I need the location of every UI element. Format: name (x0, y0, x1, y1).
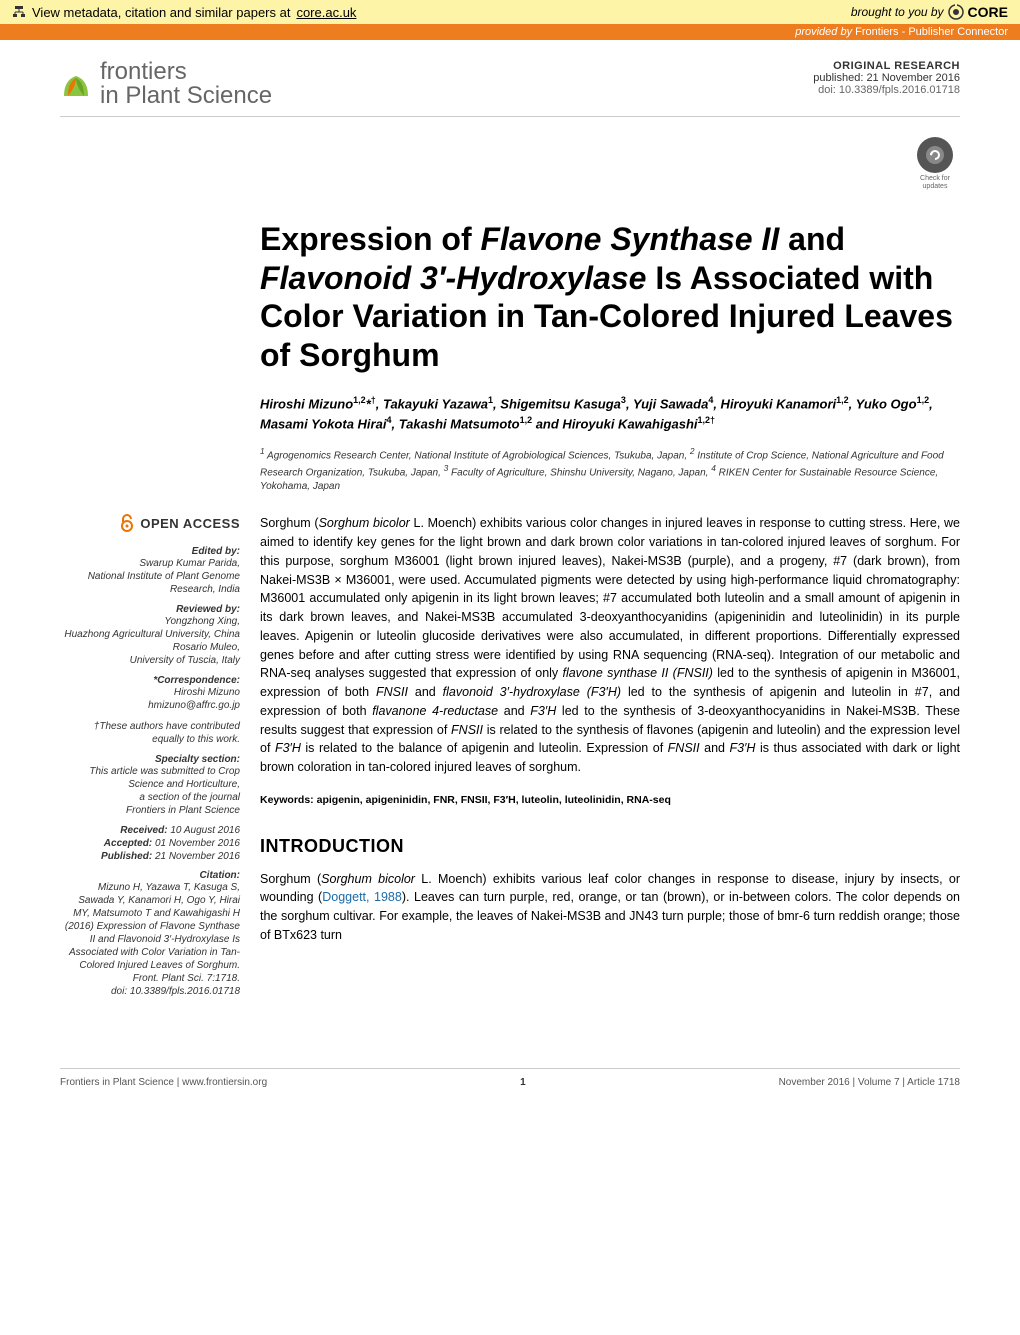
footer-issue: November 2016 | Volume 7 | Article 1718 (779, 1077, 960, 1088)
keywords-label: Keywords: (260, 794, 314, 806)
equal-contribution: †These authors have contributed equally … (60, 720, 240, 746)
citation-label: Citation: (60, 870, 240, 881)
authors: Hiroshi Mizuno1,2*†, Takayuki Yazawa1, S… (260, 394, 960, 434)
logo-line2: in Plant Science (100, 84, 272, 108)
accepted-date: 01 November 2016 (155, 838, 240, 849)
footer-url[interactable]: www.frontiersin.org (182, 1077, 267, 1088)
edited-by-label: Edited by: (60, 546, 240, 557)
updates-icon (925, 145, 945, 165)
pub-info: ORIGINAL RESEARCH published: 21 November… (813, 60, 960, 96)
core-label: CORE (968, 4, 1008, 20)
keywords-block: Keywords: apigenin, apigeninidin, FNR, F… (260, 793, 960, 809)
affiliations: 1 Agrogenomics Research Center, National… (260, 446, 960, 495)
badge-line2: updates (923, 183, 948, 190)
doi-text: doi: 10.3389/fpls.2016.01718 (813, 84, 960, 96)
metadata-text: View metadata, citation and similar pape… (32, 5, 290, 20)
open-access-label: OPEN ACCESS (60, 514, 240, 532)
page-footer: Frontiers in Plant Science | www.frontie… (60, 1068, 960, 1088)
reviewed-by-label: Reviewed by: (60, 604, 240, 615)
published-label: Published: (101, 851, 152, 862)
core-icon (948, 4, 964, 20)
footer-journal[interactable]: Frontiers in Plant Science (60, 1077, 174, 1088)
keywords-text: apigenin, apigeninidin, FNR, FNSII, F3′H… (317, 794, 671, 806)
reviewed-by: Yongzhong Xing, Huazhong Agricultural Un… (60, 615, 240, 667)
edited-by: Swarup Kumar Parida, National Institute … (60, 557, 240, 596)
core-link[interactable]: core.ac.uk (296, 5, 356, 20)
page-header: frontiers in Plant Science ORIGINAL RESE… (60, 60, 960, 117)
correspondence-label: *Correspondence: (60, 675, 240, 686)
introduction-text: Sorghum (Sorghum bicolor L. Moench) exhi… (260, 870, 960, 945)
received-label: Received: (120, 825, 167, 836)
published-date-side: 21 November 2016 (155, 851, 240, 862)
citation: Mizuno H, Yazawa T, Kasuga S, Sawada Y, … (60, 881, 240, 998)
article-type: ORIGINAL RESEARCH (813, 60, 960, 72)
received-date: 10 August 2016 (170, 825, 240, 836)
logo-line1: frontiers (100, 60, 272, 84)
provided-prefix: provided by (795, 26, 852, 38)
introduction-heading: INTRODUCTION (260, 833, 960, 860)
specialty: This article was submitted to Crop Scien… (60, 765, 240, 817)
brought-text: brought to you by (851, 5, 944, 19)
page-number: 1 (520, 1077, 526, 1088)
frontiers-icon (60, 68, 92, 100)
sidebar: OPEN ACCESS Edited by: Swarup Kumar Pari… (60, 514, 240, 998)
metadata-bar: View metadata, citation and similar pape… (0, 0, 1020, 24)
abstract: Sorghum (Sorghum bicolor L. Moench) exhi… (260, 514, 960, 777)
correspondence: Hiroshi Mizuno hmizuno@affrc.go.jp (60, 686, 240, 712)
provided-bar: provided by Frontiers - Publisher Connec… (0, 24, 1020, 40)
badge-line1: Check for (920, 175, 950, 182)
check-updates-badge[interactable]: Check forupdates (910, 137, 960, 190)
open-access-icon (120, 514, 134, 532)
main-content: Sorghum (Sorghum bicolor L. Moench) exhi… (260, 514, 960, 998)
published-date: published: 21 November 2016 (813, 72, 960, 84)
accepted-label: Accepted: (104, 838, 152, 849)
provided-source: Frontiers - Publisher Connector (855, 26, 1008, 38)
article-title: Expression of Flavone Synthase II and Fl… (260, 220, 960, 374)
tree-icon (12, 5, 26, 19)
specialty-label: Specialty section: (60, 754, 240, 765)
